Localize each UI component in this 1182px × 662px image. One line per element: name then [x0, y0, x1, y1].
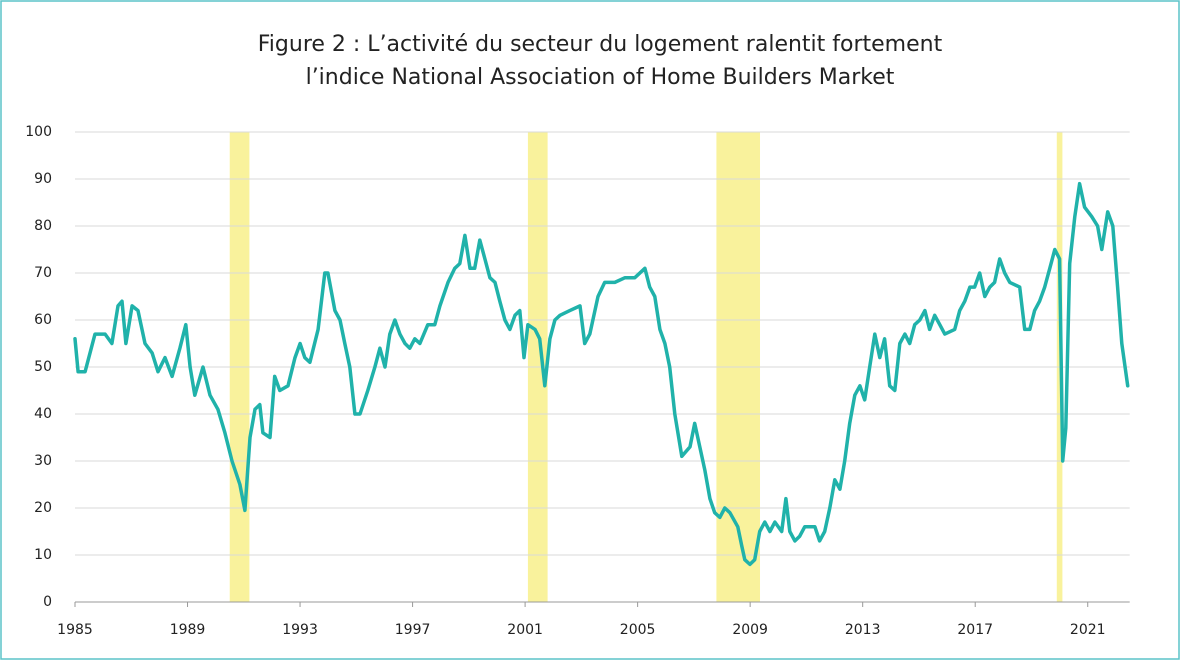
y-tick-label: 60 [34, 312, 52, 328]
y-tick-label: 90 [34, 171, 52, 187]
x-tick-label: 1989 [170, 622, 206, 638]
x-tick-label: 1985 [57, 622, 93, 638]
x-tick-label: 1997 [395, 622, 431, 638]
y-tick-label: 40 [34, 406, 52, 422]
x-tick-label: 2021 [1070, 622, 1106, 638]
x-tick-label: 2009 [732, 622, 768, 638]
chart-title: l’indice National Association of Home Bu… [306, 65, 895, 90]
x-tick-label: 2013 [845, 622, 881, 638]
y-tick-label: 20 [34, 500, 52, 516]
x-tick-label: 1993 [282, 622, 318, 638]
data-line [73, 181, 1130, 567]
x-tick-label: 2005 [620, 622, 656, 638]
y-tick-label: 10 [34, 547, 52, 563]
y-tick-label: 80 [34, 218, 52, 234]
chart-title: Figure 2 : L’activité du secteur du loge… [258, 32, 943, 57]
y-tick-label: 100 [25, 124, 52, 140]
x-tick-label: 2017 [957, 622, 993, 638]
x-tick-label: 2001 [507, 622, 543, 638]
y-tick-label: 0 [43, 594, 52, 610]
y-tick-label: 30 [34, 453, 52, 469]
y-tick-label: 50 [34, 359, 52, 375]
y-tick-label: 70 [34, 265, 52, 281]
